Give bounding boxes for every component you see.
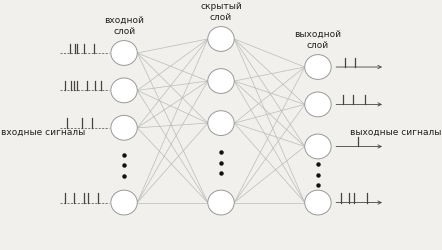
Ellipse shape bbox=[111, 40, 137, 66]
Text: входные сигналы: входные сигналы bbox=[1, 128, 85, 137]
Text: входной
слой: входной слой bbox=[104, 16, 144, 36]
Ellipse shape bbox=[305, 134, 331, 159]
Text: скрытый
слой: скрытый слой bbox=[200, 2, 242, 22]
Text: выходной
слой: выходной слой bbox=[294, 30, 341, 50]
Ellipse shape bbox=[208, 69, 234, 94]
Ellipse shape bbox=[305, 190, 331, 215]
Ellipse shape bbox=[111, 190, 137, 215]
Ellipse shape bbox=[305, 54, 331, 80]
Ellipse shape bbox=[208, 26, 234, 51]
Ellipse shape bbox=[208, 190, 234, 215]
Ellipse shape bbox=[111, 78, 137, 103]
Ellipse shape bbox=[111, 116, 137, 140]
Ellipse shape bbox=[208, 111, 234, 136]
Ellipse shape bbox=[305, 92, 331, 117]
Text: выходные сигналы: выходные сигналы bbox=[350, 128, 441, 137]
